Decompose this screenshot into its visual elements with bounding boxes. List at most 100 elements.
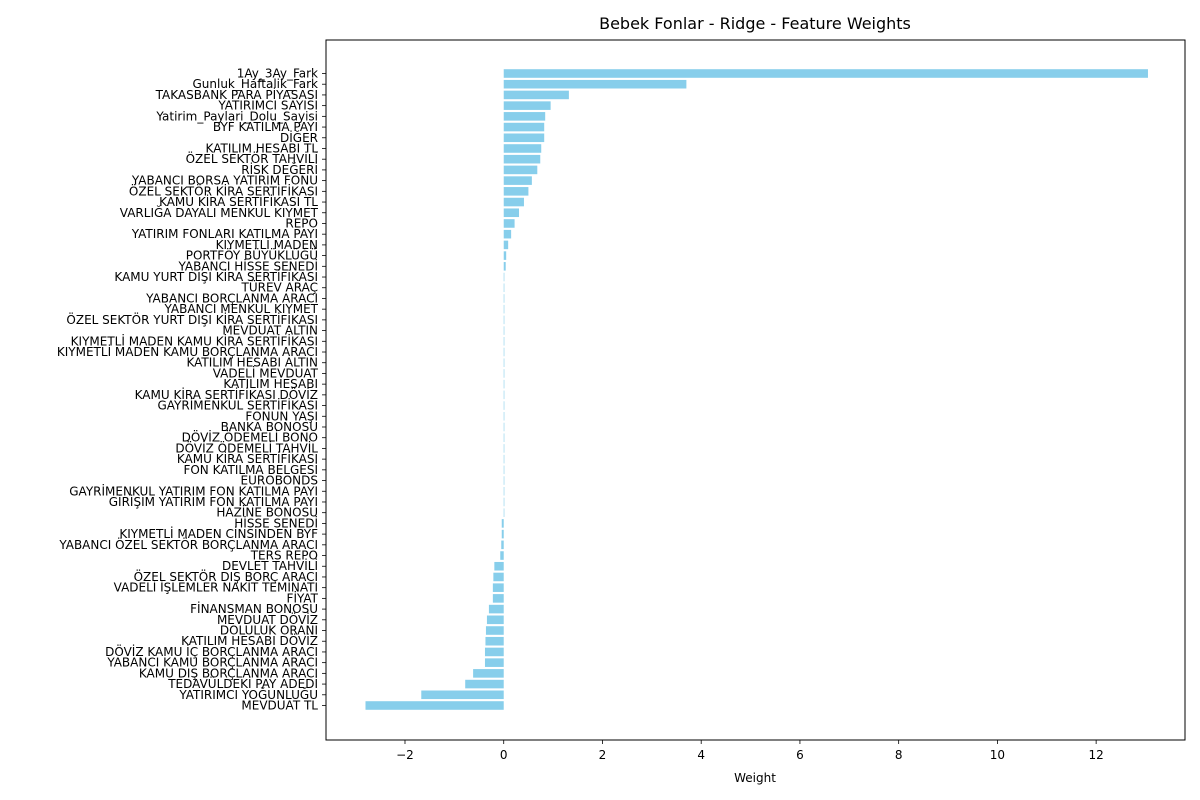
bar: [503, 454, 505, 464]
bar: [503, 486, 505, 496]
y-tick-label: YABANCI BORÇLANMA ARACI: [145, 291, 318, 305]
y-tick-label: KIYMETLİ MADEN: [216, 237, 318, 252]
y-tick-label: KAMU KİRA SERTİFİKASI TL: [159, 194, 318, 209]
y-tick-label: YABANCI KAMU BORÇLANMA ARACI: [106, 656, 318, 670]
bar: [503, 133, 545, 143]
bar: [465, 679, 504, 689]
bar: [503, 240, 509, 250]
bar: [503, 401, 505, 410]
y-tick-label: BYF KATILMA PAYI: [213, 120, 318, 134]
y-tick-label: GİRİŞİM YATIRIM FON KATILMA PAYI: [109, 494, 318, 509]
y-tick-label: Yatirim_Paylari_Dolu_Sayisi: [155, 109, 318, 123]
y-tick-label: YABANCI HİSSE SENEDİ: [178, 258, 319, 273]
y-tick-label: DÖVİZ KAMU İÇ BORÇLANMA ARACI: [105, 643, 318, 659]
bar: [503, 79, 687, 89]
y-tick-label: TERS REPO: [250, 549, 318, 563]
bar: [501, 519, 504, 528]
y-tick-label: DOLULUK ORANI: [220, 624, 318, 638]
y-tick-label: KIYMETLİ MADEN CİNSİNDEN BYF: [119, 526, 318, 541]
y-tick-label: KAMU DIŞ BORÇLANMA ARACI: [139, 666, 318, 680]
y-tick-label: DÖVİZ ÖDEMELİ TAHVİL: [175, 439, 318, 455]
y-tick-label: GAYRİMENKUL SERTİFİKASI: [157, 398, 318, 413]
y-tick-label: YABANCI BORSA YATIRIM FONU: [131, 174, 318, 188]
bar: [421, 690, 504, 700]
bar: [492, 594, 504, 603]
bars-group: [365, 69, 1148, 710]
y-tick-label: DÖVİZ ÖDEMELİ BONO: [182, 429, 318, 445]
x-tick-label: 4: [697, 748, 705, 762]
bar: [365, 701, 504, 710]
y-tick-label: HİSSE SENEDİ: [234, 515, 318, 530]
y-tick-label: FONUN YAŞI: [245, 409, 318, 423]
bar: [503, 358, 505, 368]
y-tick-label: ÖZEL SEKTÖR KİRA SERTİFİKASI: [129, 182, 318, 198]
bar: [503, 390, 505, 400]
bar: [488, 604, 504, 614]
y-tick-label: PORTFÖY BÜYÜKLÜĞÜ: [186, 247, 318, 263]
bar: [503, 69, 1148, 78]
y-tick-label: KAMU YURT DIŞI KİRA SERTİFİKASI: [114, 269, 318, 284]
bar: [503, 294, 505, 303]
bar: [492, 583, 504, 592]
y-tick-label: YATIRIMCI SAYISI: [217, 99, 318, 113]
bar: [503, 154, 541, 164]
bar: [485, 626, 504, 635]
bar: [503, 326, 505, 335]
bar: [503, 283, 505, 293]
x-tick-label: 10: [990, 748, 1005, 762]
bar: [503, 369, 505, 378]
bar: [503, 304, 505, 314]
bar: [503, 411, 505, 421]
y-tick-label: REPO: [285, 216, 318, 230]
bar: [503, 476, 505, 485]
y-tick-label: DEVLET TAHVİLİ: [222, 558, 318, 573]
y-tick-label: ÖZEL SEKTÖR TAHVİLİ: [186, 150, 318, 166]
bar: [494, 561, 504, 571]
bar: [503, 187, 529, 196]
x-tick-label: 2: [599, 748, 607, 762]
bar: [503, 219, 515, 228]
chart-title: Bebek Fonlar - Ridge - Feature Weights: [599, 14, 911, 33]
y-tick-label: KATILIM HESABI: [223, 377, 318, 391]
y-tick-label: BANKA BONOSU: [221, 420, 318, 434]
y-tick-label: HAZİNE BONOSU: [216, 505, 318, 520]
y-tick-label: YABANCI ÖZEL SEKTÖR BORÇLANMA ARACI: [58, 536, 318, 552]
bar: [486, 615, 504, 625]
bar: [503, 508, 505, 517]
x-tick-label: 12: [1088, 748, 1103, 762]
bar: [503, 176, 532, 185]
y-tick-label: KIYMETLİ MADEN KAMU KİRA SERTİFİKASI: [71, 333, 318, 348]
bar: [503, 165, 538, 175]
y-tick-label: VARLIĞA DAYALI MENKUL KIYMET: [120, 205, 319, 220]
bar: [503, 497, 505, 507]
x-tick-group: −2 0 2 4 6 8 10 12: [396, 740, 1104, 762]
y-tick-label: ÖZEL SEKTÖR YURT DIŞI KİRA SERTİFİKASI: [66, 311, 318, 327]
bar: [503, 208, 520, 218]
y-tick-label: KAMU KİRA SERTİFİKASI: [177, 451, 318, 466]
bar: [503, 262, 506, 271]
y-tick-label: TEDAVÜLDEKİ PAY ADEDİ: [167, 675, 318, 691]
plot-frame: [325, 39, 1186, 741]
y-tick-label: VADELİ MEVDUAT: [213, 365, 319, 380]
y-tick-label: FİYAT: [287, 590, 319, 605]
y-tick-label: YATIRIMCI YOĞUNLUĞU: [178, 687, 318, 702]
y-tick-label: EUROBONDS: [241, 474, 318, 488]
bar: [503, 90, 569, 100]
bar: [503, 229, 512, 239]
y-tick-label: YABANCI MENKUL KIYMET: [163, 302, 318, 316]
y-tick-label: 1Ay_3Ay_Fark: [237, 67, 318, 81]
y-tick-label: FİNANSMAN BONOSU: [190, 601, 318, 616]
y-tick-label: MEVDUAT DÖVİZ: [217, 611, 318, 627]
y-tick-group: 1Ay_3Ay_FarkGunluk_Haftalik_FarkTAKASBAN…: [57, 67, 326, 713]
y-tick-label: FON KATILMA BELGESİ: [183, 462, 318, 477]
bar: [493, 572, 504, 582]
x-tick-label: 6: [796, 748, 804, 762]
y-tick-label: YATIRIM FONLARI KATILMA PAYI: [131, 227, 318, 241]
x-axis-label: Weight: [734, 771, 776, 785]
bar: [503, 433, 505, 442]
y-tick-label: TÜREV ARAÇ: [241, 279, 319, 295]
y-tick-label: ÖZEL SEKTÖR DIŞ BORÇ ARACI: [134, 568, 318, 584]
bar: [500, 551, 504, 560]
